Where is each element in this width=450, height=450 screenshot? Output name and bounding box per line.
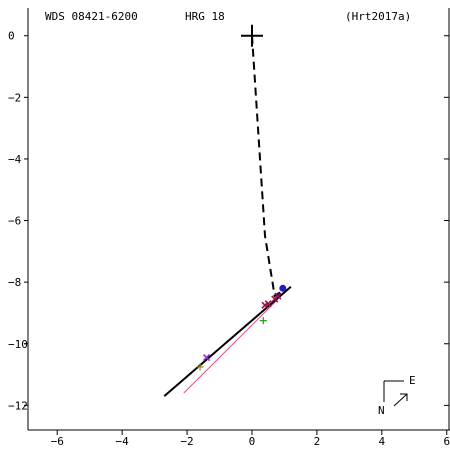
x-axis: −6 −4 −2 0 2 4 6 [51, 430, 450, 448]
compass-north-label: N [378, 404, 385, 417]
x-tick-label: −4 [116, 435, 130, 448]
y-tick-label: −10 [8, 338, 28, 351]
x-tick-label: −2 [180, 435, 193, 448]
y-tick-label: −12 [8, 399, 28, 412]
observation-point [196, 363, 204, 371]
y-tick-label: −6 [8, 215, 21, 228]
motion-arrow-head [400, 393, 408, 401]
observation-point [259, 317, 267, 325]
x-tick-label: 0 [249, 435, 256, 448]
dashed-connector-line [251, 35, 285, 298]
header: WDS 08421-6200 HRG 18 (Hrt2017a) [45, 10, 411, 23]
thin-orbit-line [183, 298, 279, 394]
observation-point [261, 301, 269, 309]
y-tick-label: −8 [8, 276, 21, 289]
observation-point [271, 295, 279, 303]
y-tick-label: −2 [8, 91, 21, 104]
x-tick-label: 6 [443, 435, 450, 448]
y-tick-label: −4 [8, 153, 22, 166]
x-tick-label: −6 [51, 435, 64, 448]
x-tick-label: 2 [314, 435, 321, 448]
x-tick-label: 4 [379, 435, 386, 448]
compass: E N [378, 374, 416, 417]
orbit-series [163, 24, 292, 397]
y-tick-label: 0 [8, 30, 15, 43]
y-axis: 0 −2 −4 −6 −8 −10 −12 [8, 30, 449, 412]
frame [27, 8, 450, 431]
star-id-label: WDS 08421-6200 [45, 10, 138, 23]
compass-east-label: E [409, 374, 416, 387]
observation-point [202, 354, 211, 362]
star-name-label: HRG 18 [185, 10, 225, 23]
reference-label: (Hrt2017a) [345, 10, 411, 23]
orbit-line [163, 286, 292, 397]
motion-arrow-shaft [393, 393, 408, 407]
observation-point [279, 284, 287, 292]
